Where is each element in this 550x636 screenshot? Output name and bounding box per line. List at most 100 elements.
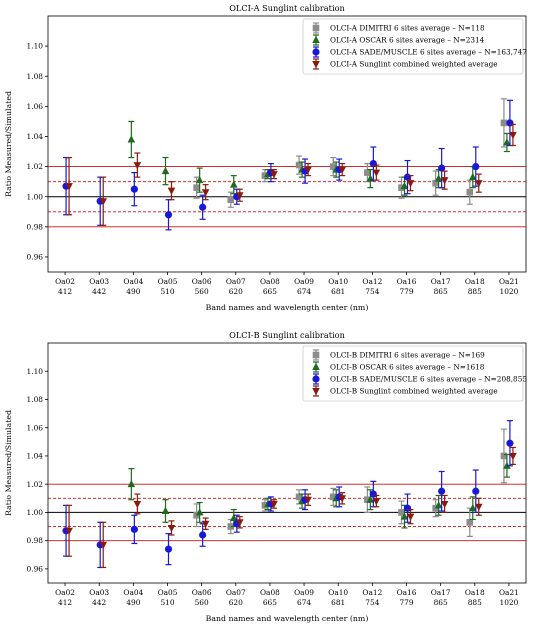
y-tick-label: 0.96 [27, 253, 44, 262]
x-tick-label-wavelength: 510 [160, 287, 174, 296]
x-tick-label-band: Oa10 [328, 277, 348, 286]
series-oscar [128, 121, 511, 195]
y-tick-label: 1.10 [27, 367, 44, 376]
legend-label-dimitri: OLCI-A DIMITRI 6 sites average – N=118 [330, 24, 485, 33]
x-tick-label-wavelength: 510 [160, 598, 174, 607]
series-combined [65, 447, 516, 567]
legend-label-oscar: OLCI-B OSCAR 6 sites average – N=1618 [330, 363, 485, 372]
x-tick-label-wavelength: 620 [229, 287, 243, 296]
x-tick-label-band: Oa09 [294, 588, 314, 597]
y-axis: 0.960.981.001.021.041.061.081.10 [27, 42, 48, 262]
data-point-dimitri [501, 120, 508, 127]
data-point-sade [438, 488, 445, 495]
x-tick-label-wavelength: 490 [126, 287, 140, 296]
x-tick-label-band: Oa10 [328, 588, 348, 597]
data-point-sade [165, 211, 172, 218]
legend-label-combined: OLCI-A Sunglint combined weighted averag… [330, 60, 498, 69]
y-tick-label: 0.98 [27, 536, 44, 545]
x-tick-label-wavelength: 681 [331, 598, 345, 607]
x-tick-label-band: Oa04 [123, 277, 143, 286]
y-tick-label: 1.08 [27, 395, 44, 404]
y-tick-label: 1.04 [27, 132, 44, 141]
data-point-sade [131, 186, 138, 193]
data-point-oscar [128, 480, 136, 487]
x-tick-label-wavelength: 665 [263, 287, 277, 296]
x-tick-label-wavelength: 865 [434, 598, 448, 607]
y-tick-label: 1.10 [27, 42, 44, 51]
y-axis-label: Ratio Measured/Simulated [4, 410, 13, 516]
x-tick-label-band: Oa09 [294, 277, 314, 286]
x-tick-label-band: Oa04 [123, 588, 143, 597]
x-tick-label-band: Oa16 [397, 277, 417, 286]
x-tick-label-wavelength: 665 [263, 598, 277, 607]
x-tick-label-wavelength: 412 [58, 598, 72, 607]
series-sade [62, 100, 513, 230]
legend-label-dimitri: OLCI-B DIMITRI 6 sites average – N=169 [330, 351, 485, 360]
panel-olci-a: OLCI-A Sunglint calibration Ratio Measur… [4, 3, 527, 312]
x-tick-label-band: Oa17 [431, 277, 451, 286]
legend-label-combined: OLCI-B Sunglint combined weighted averag… [330, 387, 498, 396]
x-tick-label-wavelength: 442 [92, 598, 106, 607]
x-tick-label-wavelength: 442 [92, 287, 106, 296]
x-tick-label-wavelength: 674 [297, 598, 311, 607]
legend-symbol-sade [312, 48, 319, 55]
data-series [62, 99, 516, 230]
x-tick-label-wavelength: 1020 [500, 598, 519, 607]
data-point-sade [131, 526, 138, 533]
x-tick-label-wavelength: 1020 [500, 287, 519, 296]
x-tick-label-wavelength: 754 [365, 598, 379, 607]
data-point-sade [506, 440, 513, 447]
reference-lines [48, 167, 526, 227]
x-tick-label-wavelength: 885 [468, 287, 482, 296]
x-tick-label-wavelength: 620 [229, 598, 243, 607]
x-tick-label-band: Oa12 [362, 277, 382, 286]
y-tick-label: 1.08 [27, 72, 44, 81]
x-axis: Oa02412Oa03442Oa04490Oa05510Oa06560Oa076… [55, 583, 519, 607]
y-tick-label: 1.06 [27, 102, 44, 111]
reference-lines [48, 484, 526, 540]
legend-entry-combined: OLCI-B Sunglint combined weighted averag… [312, 386, 497, 396]
x-tick-label-band: Oa05 [158, 588, 178, 597]
x-tick-label-band: Oa16 [397, 588, 417, 597]
data-point-sade [199, 204, 206, 211]
data-point-combined [168, 525, 176, 532]
legend-entry-dimitri: OLCI-A DIMITRI 6 sites average – N=118 [313, 23, 485, 33]
data-point-oscar [162, 507, 170, 514]
legend-entry-combined: OLCI-A Sunglint combined weighted averag… [312, 59, 497, 69]
data-point-sade [199, 531, 206, 538]
y-tick-label: 0.98 [27, 222, 44, 231]
legend-entry-sade: OLCI-A SADE/MUSCLE 6 sites average – N=1… [312, 47, 527, 57]
x-tick-label-wavelength: 560 [195, 287, 209, 296]
data-series [62, 421, 516, 568]
y-axis: 0.960.981.001.021.041.061.081.10 [27, 367, 48, 574]
chart-title: OLCI-A Sunglint calibration [229, 3, 345, 13]
legend-symbol-dimitri [313, 352, 320, 359]
legend-symbol-dimitri [313, 25, 320, 32]
x-tick-label-band: Oa12 [362, 588, 382, 597]
legend-label-sade: OLCI-A SADE/MUSCLE 6 sites average – N=1… [330, 48, 527, 57]
series-sade [62, 421, 513, 568]
data-point-oscar [230, 180, 238, 187]
x-tick-label-band: Oa21 [499, 588, 519, 597]
y-tick-label: 1.00 [27, 192, 44, 201]
x-tick-label-band: Oa03 [89, 277, 109, 286]
legend: OLCI-A DIMITRI 6 sites average – N=118 O… [303, 19, 527, 74]
y-tick-label: 1.02 [27, 480, 43, 489]
data-point-dimitri [501, 453, 508, 460]
legend-entry-sade: OLCI-B SADE/MUSCLE 6 sites average – N=2… [312, 374, 527, 384]
data-point-sade [472, 163, 479, 170]
x-axis: Oa02412Oa03442Oa04490Oa05510Oa06560Oa076… [55, 272, 519, 296]
legend-symbol-sade [312, 375, 319, 382]
legend-entry-dimitri: OLCI-B DIMITRI 6 sites average – N=169 [313, 350, 485, 360]
x-tick-label-band: Oa08 [260, 588, 280, 597]
chart-title: OLCI-B Sunglint calibration [229, 330, 345, 340]
series-oscar [128, 455, 511, 528]
legend-entry-oscar: OLCI-B OSCAR 6 sites average – N=1618 [312, 362, 485, 372]
x-axis-label: Band names and wavelength center (nm) [206, 303, 369, 312]
y-tick-label: 1.04 [27, 452, 44, 461]
x-tick-label-band: Oa18 [465, 277, 485, 286]
data-point-oscar [128, 135, 136, 142]
y-tick-label: 1.00 [27, 508, 44, 517]
